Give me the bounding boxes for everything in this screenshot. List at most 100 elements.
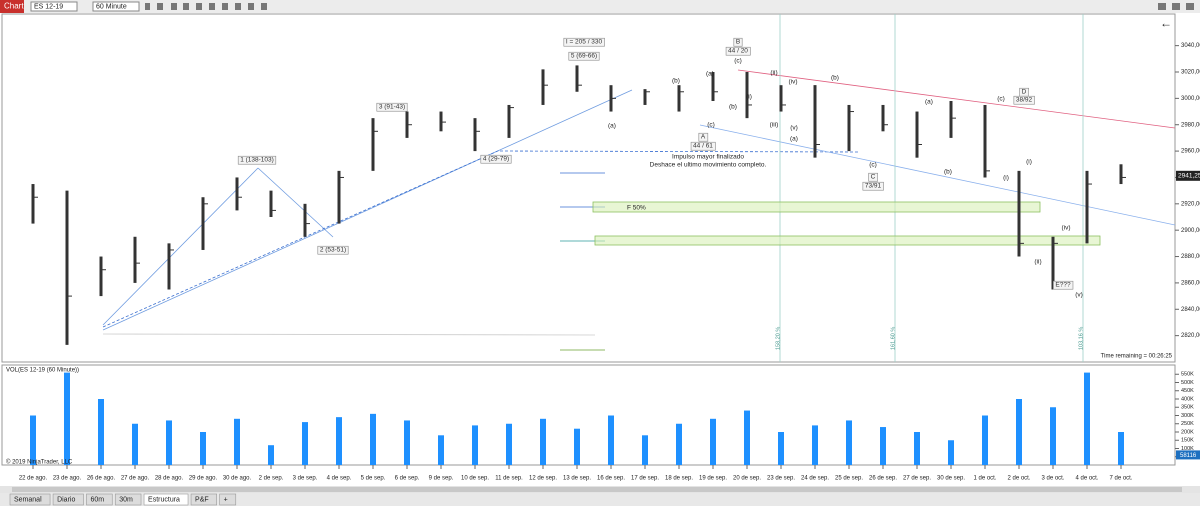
tab-label: P&F <box>195 496 209 503</box>
chart-tab-label: Chart <box>4 2 24 11</box>
boxed-label: 38/92 <box>1016 97 1033 104</box>
volume-tick-label: 150K <box>1181 438 1194 444</box>
tab-label: 30m <box>119 496 133 503</box>
volume-tick-label: 300K <box>1181 413 1194 419</box>
wave-label: (b) <box>672 78 680 85</box>
label-box <box>1013 95 1035 105</box>
label-box <box>868 172 878 182</box>
y-tick-label: 2960,00 <box>1181 149 1200 155</box>
x-tick-label: 5 de sep. <box>361 476 386 482</box>
wave-label: (b) <box>944 169 952 176</box>
label-box <box>725 46 751 56</box>
x-tick-label: 25 de sep. <box>835 476 863 482</box>
volume-bar <box>302 422 308 465</box>
level-label: 158,20 % <box>775 327 781 350</box>
boxed-label: D <box>1022 89 1027 96</box>
window-controls[interactable] <box>1158 3 1194 10</box>
last-volume-tag <box>1176 450 1200 460</box>
boxed-label: 1 (138-103) <box>240 157 274 164</box>
x-tick-label: 24 de sep. <box>801 476 829 482</box>
tab[interactable] <box>143 493 189 506</box>
volume-tick-label: 200K <box>1181 429 1194 435</box>
wave-label: (i) <box>1003 175 1009 182</box>
wave-label: (ii) <box>1034 259 1041 266</box>
x-tick-label: 30 de ago. <box>223 476 252 482</box>
volume-tick-label: 550K <box>1181 372 1194 378</box>
wave-label: (b) <box>831 75 839 82</box>
tab[interactable] <box>86 493 113 506</box>
time-remaining: Time remaining = 00:26:25 <box>1101 354 1173 360</box>
y-tick-label: 2820,00 <box>1181 333 1200 339</box>
scroll-thumb[interactable] <box>12 487 1182 492</box>
interval-select[interactable] <box>92 1 140 12</box>
y-tick-label: 2840,00 <box>1181 307 1200 313</box>
volume-bar <box>1016 399 1022 465</box>
x-tick-label: 9 de sep. <box>429 476 454 482</box>
price-panel <box>1 13 1176 363</box>
x-tick-label: 20 de sep. <box>733 476 761 482</box>
back-arrow[interactable]: ← <box>1160 16 1172 30</box>
x-tick-label: 26 de sep. <box>869 476 897 482</box>
boxed-label: A <box>701 134 706 141</box>
x-tick-label: 2 de sep. <box>259 476 284 482</box>
volume-bar <box>132 423 138 465</box>
instrument-label: ES 12-19 <box>34 3 63 10</box>
volume-bar <box>948 440 954 465</box>
x-tick-label: 6 de sep. <box>395 476 420 482</box>
volume-bar <box>30 415 36 465</box>
volume-tick-label: 350K <box>1181 405 1194 411</box>
label-box <box>480 154 512 164</box>
boxed-label: 5 (69-66) <box>571 53 597 60</box>
toolbar-icons[interactable] <box>145 3 267 10</box>
volume-panel <box>1 364 1176 466</box>
tab-label: Semanal <box>14 496 42 503</box>
tab-bar <box>0 493 1200 506</box>
volume-bar <box>846 420 852 465</box>
volume-bar <box>1084 372 1090 465</box>
chart-tab[interactable] <box>0 0 24 13</box>
y-tick-label: 3040,00 <box>1181 43 1200 49</box>
wave-label: (c) <box>734 58 742 65</box>
boxed-label: 3 (91-43) <box>379 104 405 111</box>
x-tick-label: 11 de sep. <box>495 476 523 482</box>
tab[interactable] <box>9 493 51 506</box>
wave-label: (c) <box>869 162 877 169</box>
boxed-label: E??? <box>1055 282 1071 289</box>
boxed-label: I = 205 / 330 <box>566 39 603 46</box>
wave-label: (v) <box>790 125 798 132</box>
tab[interactable] <box>114 493 142 506</box>
volume-tick-label: 400K <box>1181 396 1194 402</box>
volume-bar <box>370 413 376 465</box>
x-tick-label: 19 de sep. <box>699 476 727 482</box>
volume-bar <box>64 372 70 465</box>
wave-label: (iii) <box>770 122 779 129</box>
wave-label: (iv) <box>1061 225 1070 232</box>
wave-label: (iv) <box>788 79 797 86</box>
volume-bar <box>710 418 716 465</box>
volume-bar <box>268 445 274 465</box>
wave-label: (c) <box>997 96 1005 103</box>
tab[interactable] <box>219 493 237 506</box>
x-tick-label: 4 de sep. <box>327 476 352 482</box>
volume-bar <box>336 417 342 465</box>
x-tick-label: 23 de sep. <box>767 476 795 482</box>
wave-label: (ii) <box>770 70 777 77</box>
tab[interactable] <box>52 493 84 506</box>
y-tick-label: 2860,00 <box>1181 280 1200 286</box>
wave-label: (c) <box>707 122 715 129</box>
x-tick-label: 7 de oct. <box>1109 476 1132 482</box>
y-tick-label: 2880,00 <box>1181 254 1200 260</box>
boxed-label: 2 (53-51) <box>320 247 346 254</box>
tab[interactable] <box>190 493 217 506</box>
boxed-label: C <box>871 174 876 181</box>
wave-label: (a) <box>608 123 616 130</box>
wave-label: (a) <box>790 136 798 143</box>
volume-bar <box>540 418 546 465</box>
x-tick-label: 29 de ago. <box>189 476 218 482</box>
volume-bar <box>234 418 240 465</box>
instrument-select[interactable] <box>30 1 78 12</box>
wave-label: (b) <box>729 104 737 111</box>
boxed-label: B <box>736 39 740 46</box>
x-tick-label: 12 de sep. <box>529 476 557 482</box>
volume-bar <box>438 435 444 465</box>
